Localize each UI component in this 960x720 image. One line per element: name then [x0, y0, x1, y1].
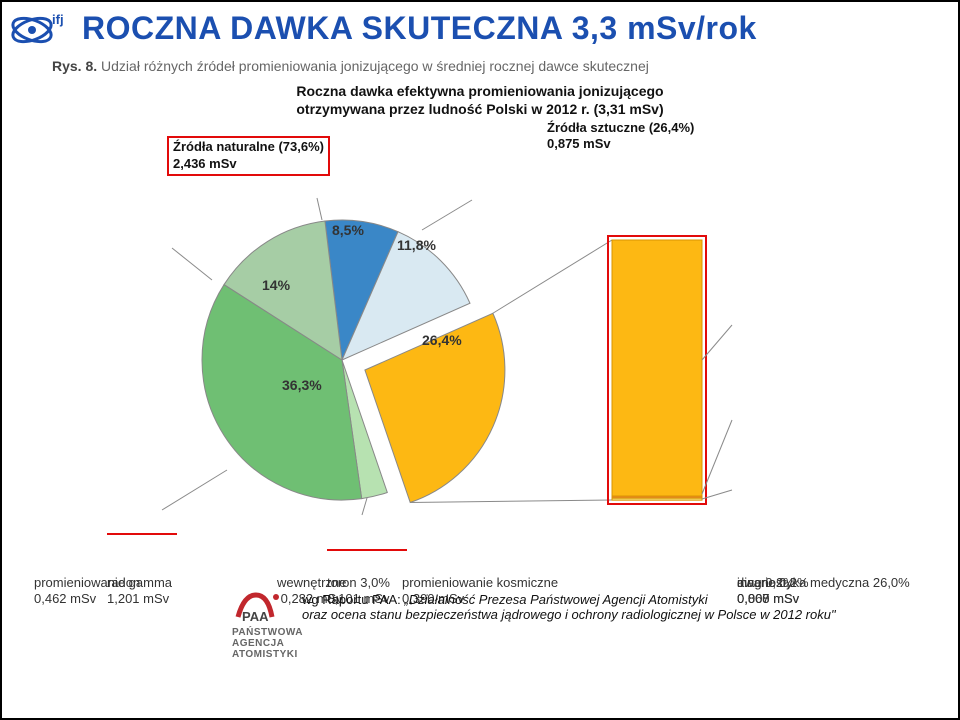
leader-line — [162, 470, 227, 510]
leader-line — [172, 248, 212, 280]
slide-root: ifj ROCZNA DAWKA SKUTECZNA 3,3 mSv/rok R… — [0, 0, 960, 720]
label-radon: radon 1,201 mSv — [107, 575, 169, 608]
figure-number: Rys. 8. — [52, 58, 97, 74]
leader-line — [362, 498, 367, 515]
chart-title: Roczna dawka efektywna promieniowania jo… — [296, 82, 663, 118]
chart-area: 8,5% 11,8% 26,4% 36,3% 14% Źródła naturalne … — [2, 120, 960, 570]
leader-line — [410, 500, 612, 502]
pie-chart-svg: 8,5% 11,8% 26,4% 36,3% 14% — [2, 120, 960, 570]
artificial-sources-header: Źródła sztuczne (26,4%) 0,875 mSv — [547, 120, 694, 153]
footer-citation: wg Raportu PAA: „Działalność Prezesa Pań… — [302, 592, 942, 622]
footer-prefix: wg Raportu PAA: — [302, 592, 401, 607]
subbar-seg-2 — [612, 498, 702, 500]
subbar-seg-0 — [612, 240, 702, 496]
pct-gamma: 14% — [262, 277, 291, 293]
leader-line — [317, 198, 322, 220]
paa-logo: PAA — [232, 587, 292, 623]
paa-label: PAŃSTWOWA AGENCJA ATOMISTYKI — [232, 627, 303, 660]
pct-radon: 36,3% — [282, 377, 322, 393]
pct-kosmiczne: 11,8% — [397, 237, 436, 253]
leader-line — [493, 240, 612, 313]
leader-line — [422, 200, 472, 230]
pct-sztuczne: 26,4% — [422, 332, 462, 348]
figure-caption: Rys. 8. Udział różnych źródeł promieniow… — [52, 58, 649, 74]
svg-text:PAA: PAA — [242, 609, 269, 623]
svg-text:ifj: ifj — [52, 12, 64, 27]
slide-title: ROCZNA DAWKA SKUTECZNA 3,3 mSv/rok — [82, 10, 757, 47]
ifj-logo: ifj — [8, 8, 64, 52]
figure-caption-text: Udział różnych źródeł promieniowania jon… — [101, 58, 649, 74]
natural-sources-header: Źródła naturalne (73,6%) 2,436 mSv — [167, 120, 330, 176]
pct-wewnętrzne: 8,5% — [332, 222, 364, 238]
